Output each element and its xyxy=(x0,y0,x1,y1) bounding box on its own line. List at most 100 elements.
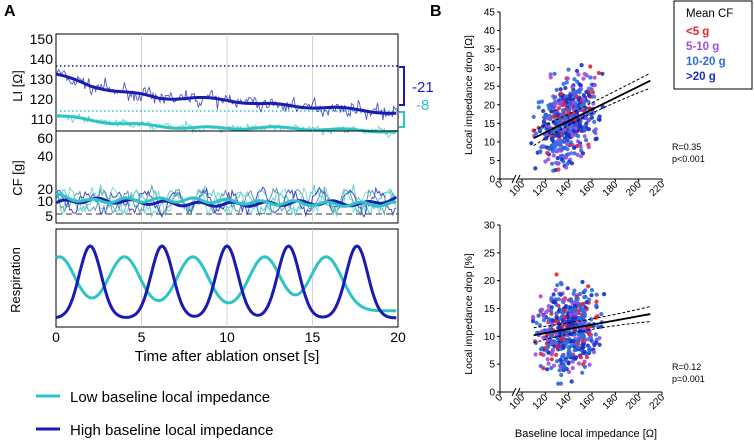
top-point xyxy=(558,87,563,92)
bottom-point xyxy=(562,297,567,303)
top-ytick-10: 10 xyxy=(484,137,496,148)
top-point xyxy=(575,152,580,158)
top-ytick-35: 35 xyxy=(484,45,496,56)
bracket-high xyxy=(399,66,405,106)
top-xtick-160: 160 xyxy=(578,179,598,199)
top-point xyxy=(548,72,553,77)
top-point xyxy=(574,89,579,95)
top-point xyxy=(553,140,558,145)
b-legend-lt5: <5 g xyxy=(686,26,709,38)
bottom-point xyxy=(545,357,550,362)
cf-ylabel: CF [g] xyxy=(10,160,25,195)
bottom-point xyxy=(538,351,544,356)
bottom-scatter: Local impedance drop [%] R=0.12 p=0.001 … xyxy=(463,221,705,441)
bottom-point xyxy=(559,372,564,378)
bottom-point xyxy=(567,369,572,374)
top-regression-line xyxy=(533,79,651,139)
resp-low xyxy=(55,255,397,313)
top-point xyxy=(574,110,580,115)
bottom-ci-upper xyxy=(533,306,651,329)
a-xtick-15: 15 xyxy=(305,329,321,345)
bottom-point xyxy=(569,343,574,348)
bottom-point xyxy=(580,339,585,344)
top-xtick-120: 120 xyxy=(531,179,551,199)
bottom-point xyxy=(560,354,565,359)
top-ytick-5: 5 xyxy=(489,156,495,167)
top-point xyxy=(586,99,591,104)
a-xaxis: 0 5 10 15 20 Time after ablation onset [… xyxy=(52,329,406,365)
bottom-point xyxy=(555,344,560,350)
bottom-point xyxy=(597,335,602,341)
top-point xyxy=(561,108,566,113)
bottom-point xyxy=(589,293,594,298)
a-xtick-0: 0 xyxy=(52,329,60,345)
top-point xyxy=(545,123,550,128)
bottom-point xyxy=(561,364,566,369)
top-ytick-0: 0 xyxy=(489,175,495,186)
top-point xyxy=(556,101,561,106)
bottom-point xyxy=(576,316,582,321)
bottom-point xyxy=(551,339,556,344)
top-point xyxy=(600,104,605,109)
top-point xyxy=(552,102,557,107)
top-point xyxy=(563,115,568,120)
top-point xyxy=(561,102,567,107)
top-point xyxy=(560,97,565,102)
top-xtick-0: 0 xyxy=(493,179,505,191)
bottom-point xyxy=(562,315,567,320)
cf-ytick-20: 20 xyxy=(37,181,53,197)
top-point xyxy=(584,89,589,94)
top-ytick-20: 20 xyxy=(484,100,496,111)
bottom-xtick-220: 220 xyxy=(648,392,668,412)
top-point xyxy=(533,166,538,171)
a-xlabel: Time after ablation onset [s] xyxy=(135,348,320,365)
bottom-point xyxy=(566,361,571,366)
bottom-point xyxy=(545,367,550,372)
top-point xyxy=(571,90,576,95)
top-point xyxy=(593,127,599,132)
top-point xyxy=(536,100,541,105)
li-traces xyxy=(55,68,399,139)
bottom-point xyxy=(545,344,551,350)
top-point xyxy=(565,142,570,147)
top-point xyxy=(592,83,597,88)
bottom-point xyxy=(572,348,577,353)
bottom-point xyxy=(541,318,547,323)
top-point xyxy=(558,148,563,153)
bottom-point xyxy=(583,294,588,300)
top-point xyxy=(555,161,560,166)
top-point xyxy=(593,137,598,142)
bottom-point xyxy=(554,359,560,364)
bottom-point xyxy=(559,337,564,342)
top-point xyxy=(592,119,597,124)
bottom-point xyxy=(584,355,590,360)
li-drop-high: -21 xyxy=(412,79,434,96)
top-stats-p: p<0.001 xyxy=(672,154,705,164)
top-point xyxy=(581,97,586,102)
li-grid xyxy=(141,34,313,131)
top-point xyxy=(568,93,573,98)
a-xtick-20: 20 xyxy=(390,329,406,345)
bottom-point xyxy=(594,299,599,304)
top-point xyxy=(550,149,556,154)
bottom-point xyxy=(599,312,604,317)
top-point xyxy=(555,156,560,161)
bottom-xtick-140: 140 xyxy=(554,392,574,412)
top-point xyxy=(568,128,573,133)
bottom-point xyxy=(538,294,543,299)
bottom-regression-line xyxy=(533,313,651,337)
top-point xyxy=(547,113,552,118)
bottom-point xyxy=(583,305,588,310)
bottom-point xyxy=(581,345,586,350)
top-ci-lower xyxy=(533,87,651,147)
bottom-point xyxy=(530,314,536,319)
bottom-xtick-100: 100 xyxy=(508,392,528,412)
bottom-point xyxy=(560,318,565,323)
top-point xyxy=(565,161,570,166)
top-xtick-100: 100 xyxy=(508,179,528,199)
bottom-point xyxy=(568,312,573,317)
bottom-point xyxy=(573,342,578,347)
bottom-point xyxy=(554,272,559,277)
top-point xyxy=(578,144,583,149)
bottom-point xyxy=(545,337,550,342)
